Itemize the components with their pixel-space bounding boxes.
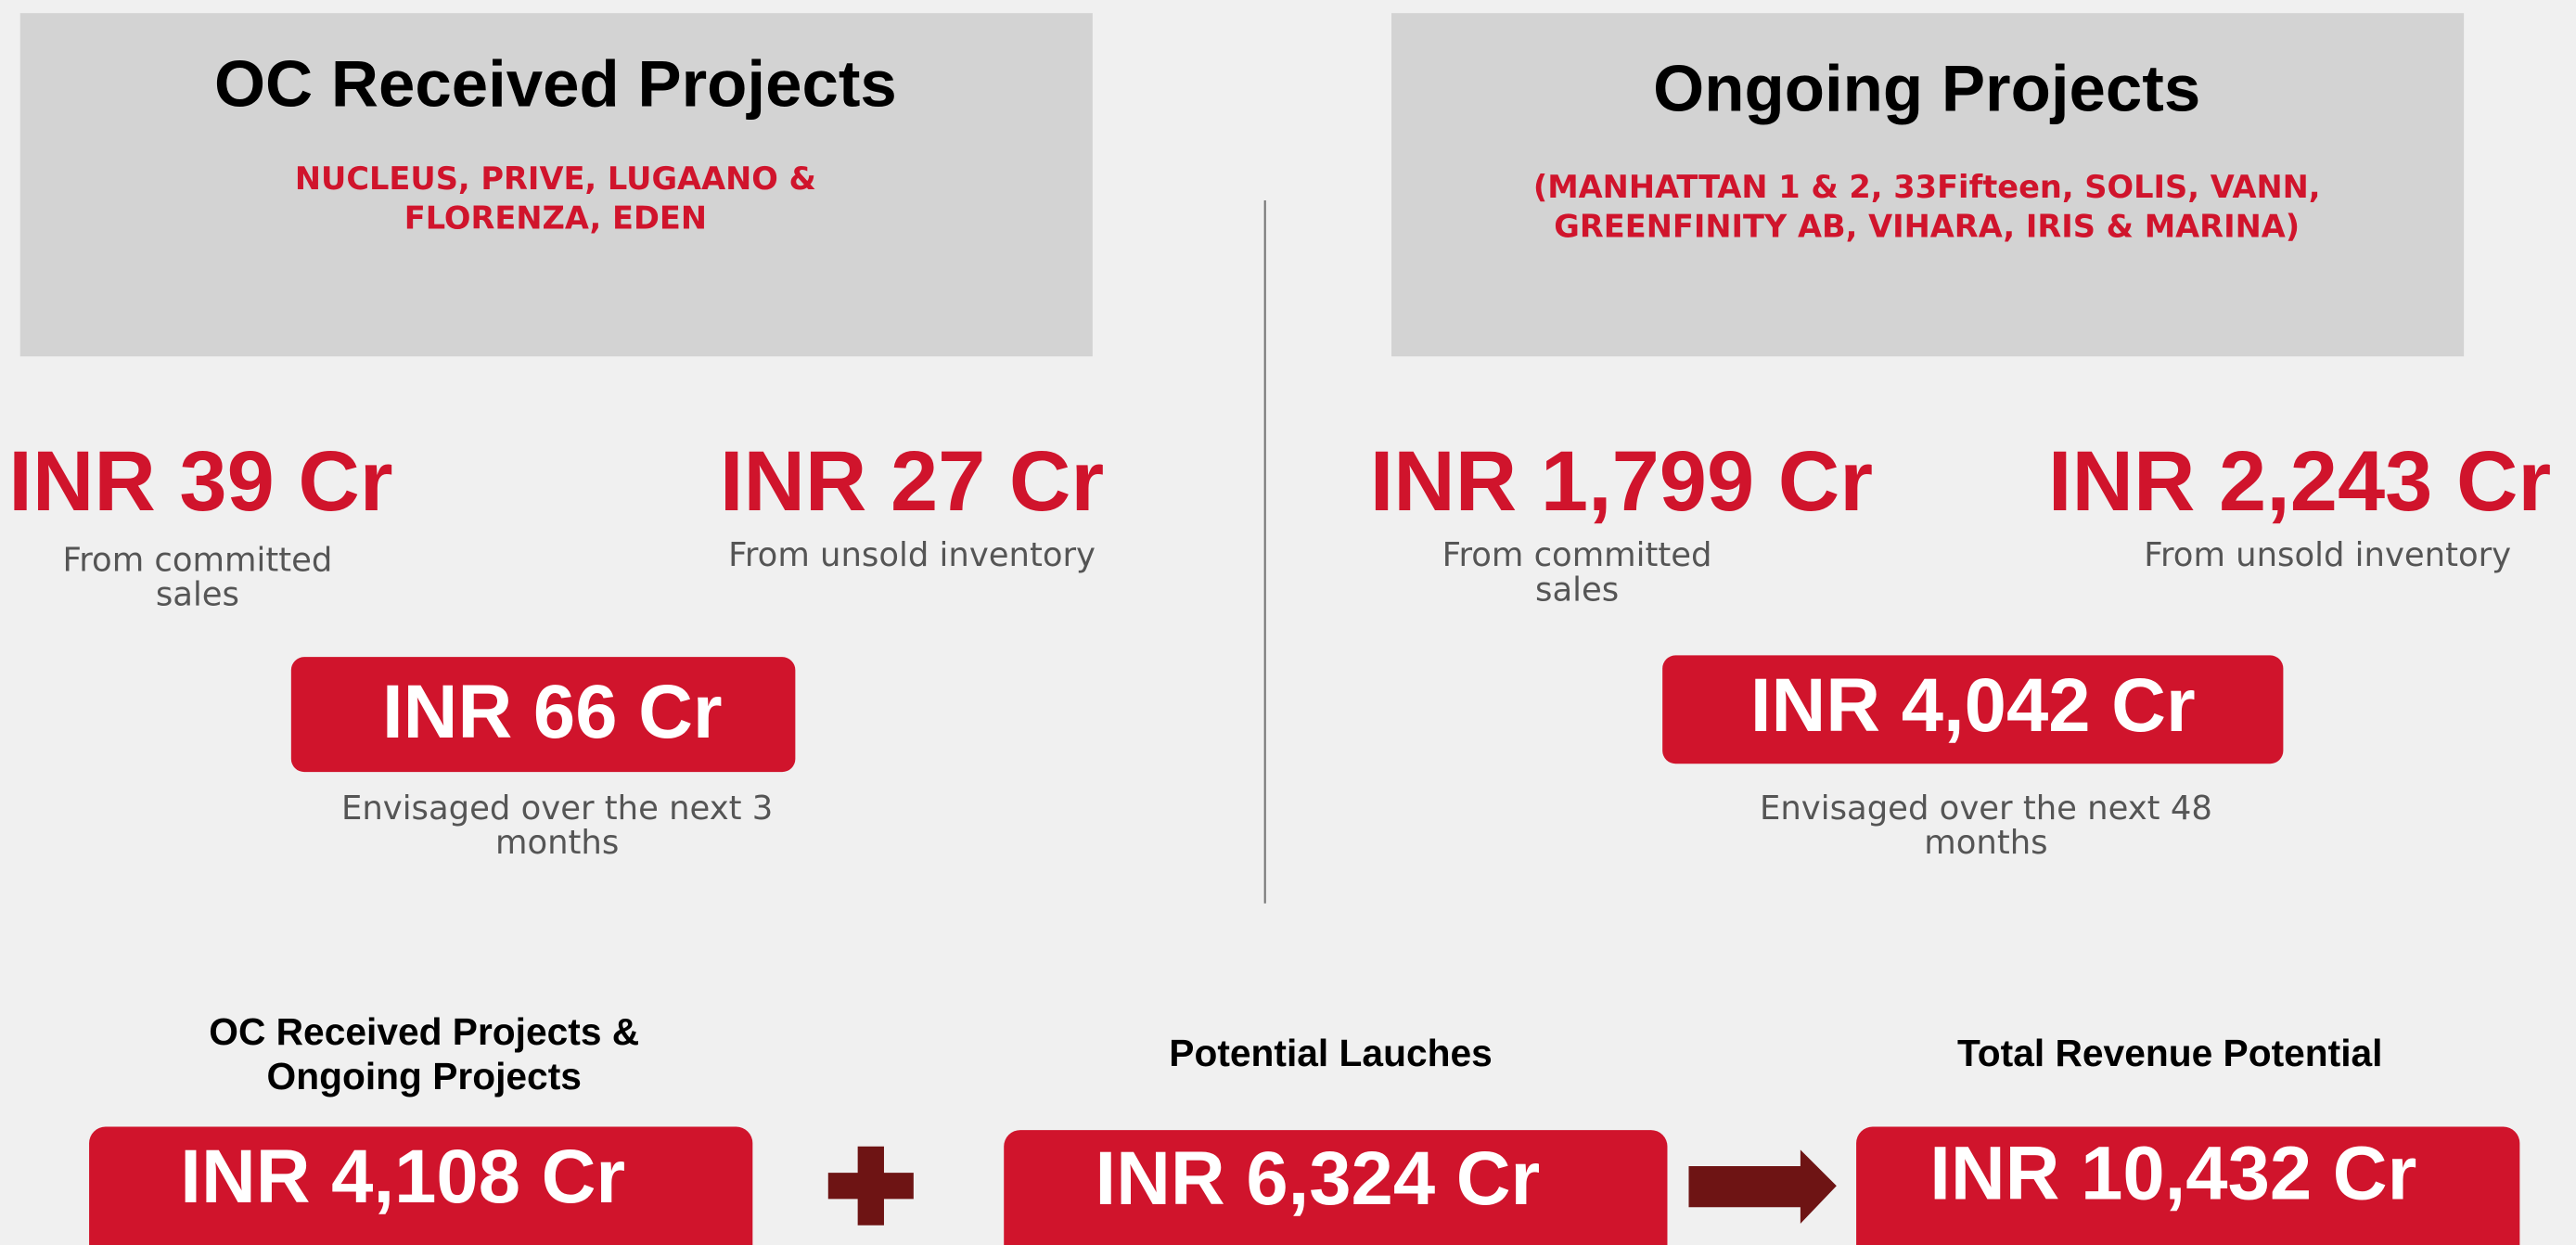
total-box <box>290 657 796 773</box>
total-note: months <box>495 824 619 862</box>
amount-label: From unsold inventory <box>2144 536 2511 574</box>
amount-label: From committed <box>1442 536 1712 574</box>
total-amount: INR 66 Cr <box>382 670 723 754</box>
summary-box <box>1856 1126 2520 1245</box>
summary-amount: INR 4,108 Cr <box>180 1135 625 1219</box>
header-panel <box>1391 13 2465 357</box>
plus-icon <box>827 1146 914 1226</box>
summary-title: OC Received Projects & <box>209 1010 639 1053</box>
amount-label: sales <box>1535 571 1619 609</box>
section-subtitle: (MANHATTAN 1 & 2, 33Fifteen, SOLIS, VANN… <box>1533 169 2321 205</box>
summary-box <box>89 1126 753 1245</box>
summary-amount: INR 10,432 Cr <box>1929 1132 2416 1216</box>
summary-title: Potential Lauches <box>1169 1032 1492 1074</box>
summary-title: Total Revenue Potential <box>1957 1032 2383 1074</box>
section-title: Ongoing Projects <box>1653 53 2200 126</box>
section-subtitle: NUCLEUS, PRIVE, LUGAANO & <box>295 160 816 197</box>
summary-amount: INR 6,324 Cr <box>1095 1136 1540 1221</box>
summary-title: Ongoing Projects <box>267 1055 582 1097</box>
amount-label: From unsold inventory <box>728 536 1096 574</box>
section-subtitle: GREENFINITY AB, VIHARA, IRIS & MARINA) <box>1554 209 2300 245</box>
amount: INR 27 Cr <box>720 433 1104 529</box>
total-note: Envisaged over the next 3 <box>341 789 773 828</box>
section-title: OC Received Projects <box>214 47 897 121</box>
amount: INR 39 Cr <box>8 433 392 529</box>
total-note: months <box>1924 824 2047 862</box>
summary-box <box>1004 1130 1668 1245</box>
total-amount: INR 4,042 Cr <box>1750 663 2196 748</box>
arrow-icon <box>1688 1149 1837 1224</box>
amount: INR 1,799 Cr <box>1370 433 1873 529</box>
total-box <box>1662 655 2284 764</box>
total-note: Envisaged over the next 48 <box>1760 789 2212 828</box>
amount-label: From committed <box>63 541 333 579</box>
header-panel <box>19 13 1093 357</box>
section-subtitle: FLORENZA, EDEN <box>404 200 707 237</box>
amount: INR 2,243 Cr <box>2048 433 2551 529</box>
amount-label: sales <box>156 576 239 614</box>
